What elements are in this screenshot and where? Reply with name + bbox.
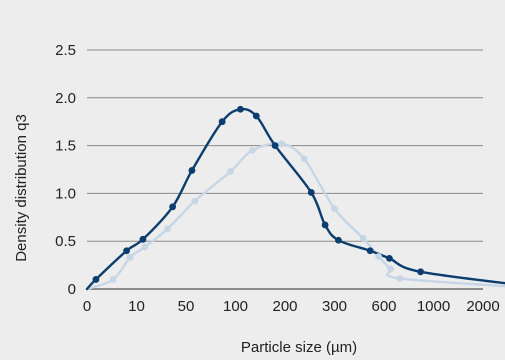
data-point [252, 112, 260, 120]
data-point [271, 142, 279, 150]
x-tick-label: 100 [223, 298, 248, 315]
series-line [85, 142, 505, 291]
data-point [387, 265, 394, 273]
data-point [227, 168, 234, 175]
y-tick-label: 0.5 [55, 233, 76, 250]
data-point [237, 105, 244, 113]
data-point [366, 247, 374, 255]
x-tick-label: 300 [322, 298, 347, 315]
x-tick-label: 50 [178, 298, 195, 315]
y-tick-label: 2.5 [55, 42, 76, 59]
y-tick-label: 1.0 [55, 185, 76, 202]
data-point [386, 255, 393, 262]
data-point [191, 197, 199, 205]
x-tick-labels: 0 10 50 100 200 300 600 1000 2000 [83, 298, 500, 315]
x-tick-label: 2000 [466, 298, 499, 315]
grid-lines [87, 49, 483, 290]
x-tick-label: 0 [83, 298, 91, 315]
data-point [307, 189, 315, 196]
data-point [188, 167, 196, 174]
data-point [139, 235, 147, 243]
data-point [300, 155, 308, 163]
data-point [335, 236, 342, 244]
x-tick-label: 600 [371, 298, 396, 315]
data-point [141, 243, 149, 251]
series-points [92, 105, 425, 283]
data-point [278, 140, 285, 148]
data-point [92, 276, 100, 283]
data-point [248, 146, 256, 154]
data-point [359, 234, 367, 242]
data-point [321, 221, 329, 229]
x-tick-label: 1000 [417, 298, 450, 315]
data-point [164, 225, 172, 233]
data-point [396, 275, 404, 282]
data-point [218, 118, 226, 126]
series-curves [85, 107, 505, 291]
data-point [109, 276, 117, 283]
x-tick-label: 200 [272, 298, 297, 315]
series-line [85, 107, 505, 291]
data-point [126, 254, 134, 261]
x-axis-label: Particle size (µm) [241, 339, 357, 356]
data-point [169, 203, 177, 211]
y-tick-label: 2.0 [55, 90, 76, 107]
y-tick-labels: 0 0.5 1.0 1.5 2.0 2.5 [55, 42, 76, 298]
data-point [331, 205, 338, 213]
data-point [375, 253, 382, 260]
y-axis-label: Density distribution q3 [13, 114, 30, 262]
y-tick-label: 0 [68, 281, 76, 298]
y-tick-label: 1.5 [55, 138, 76, 155]
data-point [123, 247, 130, 255]
data-point [417, 268, 425, 276]
x-tick-label: 10 [128, 298, 145, 315]
